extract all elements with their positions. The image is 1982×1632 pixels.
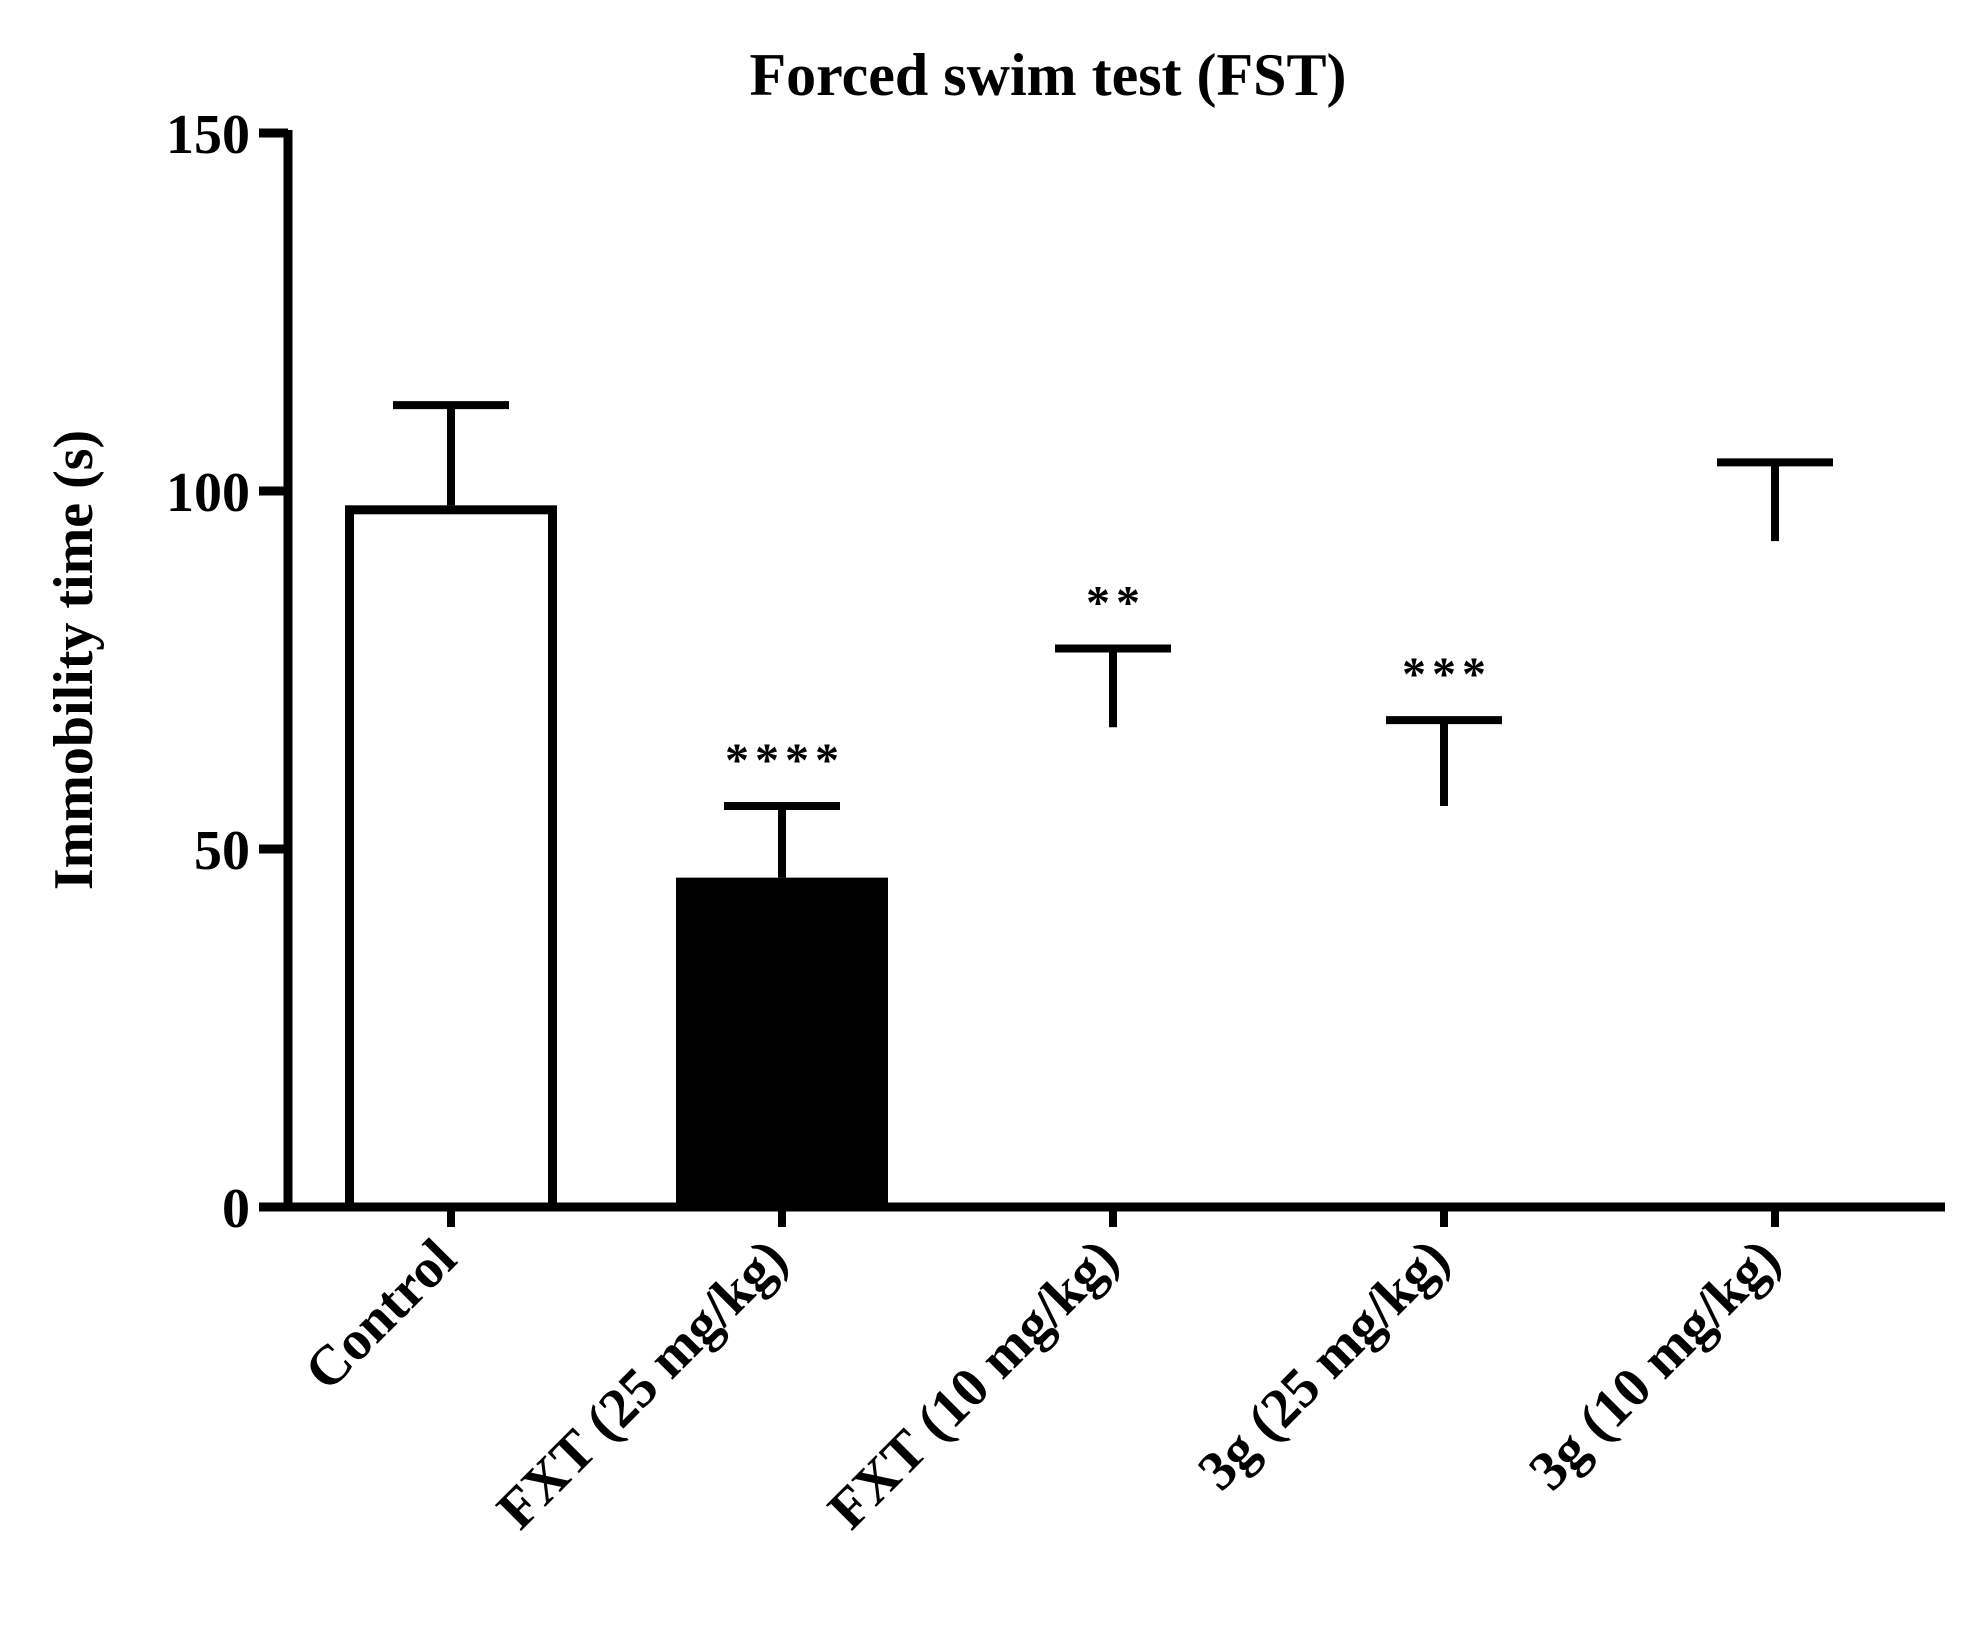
y-ticks-group: 0 50 100 150 (166, 104, 288, 1240)
y-tick-label: 100 (166, 462, 250, 524)
error-bars-group (393, 401, 1833, 878)
y-axis-label: Immobility time (s) (43, 430, 105, 890)
x-ticks-group: Control FXT (25 mg/kg) FXT (10 mg/kg) 3g (2… (293, 1207, 1792, 1541)
x-tick-label: FXT (10 mg/kg) (816, 1227, 1130, 1541)
x-tick-label: 3g (25 mg/kg) (1186, 1227, 1461, 1502)
x-tick-label: FXT (25 mg/kg) (485, 1227, 799, 1541)
bars-group (345, 505, 888, 1212)
y-tick-label: 0 (222, 1178, 250, 1240)
significance-group: ********* (725, 577, 1492, 788)
significance-label-1: **** (725, 734, 845, 787)
significance-label-3: *** (1402, 648, 1492, 701)
bar-1 (676, 877, 888, 1207)
bar-0 (345, 505, 557, 1212)
y-tick-label: 50 (194, 820, 250, 882)
x-tick-label: Control (293, 1227, 468, 1402)
y-tick-label: 150 (166, 104, 250, 166)
chart-title: Forced swim test (FST) (749, 42, 1346, 108)
significance-label-2: ** (1086, 577, 1146, 630)
x-tick-label: 3g (10 mg/kg) (1517, 1227, 1792, 1502)
